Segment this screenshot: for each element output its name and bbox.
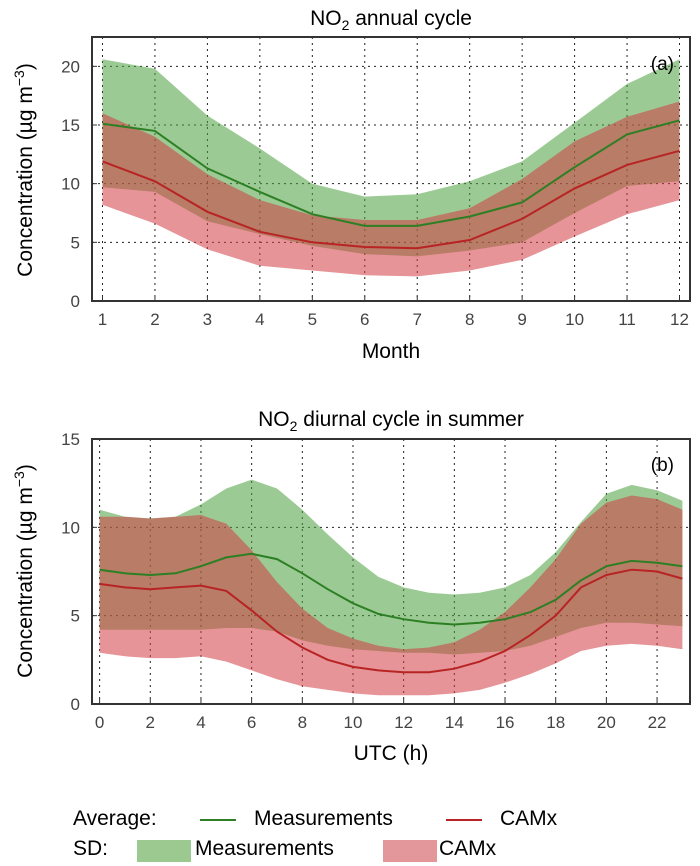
legend-camx-line-label: CAMx: [500, 807, 558, 830]
panel-b-sd-bands: [99, 479, 683, 696]
x-tick-label: 2: [146, 713, 155, 732]
legend-camx-line-key: [446, 819, 482, 821]
panel-a-tag: (a): [651, 54, 674, 75]
panel-b-frame: [91, 438, 691, 705]
x-tick-label: 8: [298, 713, 307, 732]
measurements-average-line: [99, 552, 683, 626]
y-tick-label: 0: [71, 695, 80, 714]
panel-b-ylabel: Concentration (µg m−3): [11, 464, 37, 678]
x-tick-label: 6: [247, 713, 256, 732]
camx-average-line: [99, 568, 683, 674]
panel-b-ticks: 0 2 4 6 8 10 12 14 16 18 20 22 0 5 10 15: [61, 430, 666, 732]
y-tick-label: 0: [71, 292, 80, 311]
legend-camx-patch-key: [383, 840, 437, 862]
camx-sd-band: [99, 495, 683, 696]
y-tick-label: 5: [71, 233, 80, 252]
x-tick-label: 10: [565, 310, 584, 329]
panel-b-tag: (b): [651, 455, 674, 476]
legend-measurements-line-key: [200, 819, 236, 821]
x-tick-label: 4: [255, 310, 264, 329]
x-tick-label: 10: [344, 713, 363, 732]
x-tick-label: 7: [412, 310, 421, 329]
panel-a-title: NO2 annual cycle: [310, 7, 472, 33]
legend-measurements-line-label: Measurements: [254, 807, 393, 830]
legend-camx-patch-label: CAMx: [439, 837, 497, 860]
x-tick-label: 5: [308, 310, 317, 329]
y-tick-label: 15: [61, 116, 80, 135]
x-tick-label: 22: [648, 713, 667, 732]
panel-a-sd-bands: [102, 59, 680, 277]
x-tick-label: 4: [196, 713, 205, 732]
x-tick-label: 2: [150, 310, 159, 329]
x-tick-label: 6: [360, 310, 369, 329]
x-tick-label: 18: [546, 713, 565, 732]
panel-annual-cycle: NO2 annual cycle 1 2 3 4 5 6 7 8 9 10 11 1205101520…: [11, 7, 691, 363]
y-tick-label: 15: [61, 430, 80, 449]
y-tick-label: 10: [61, 175, 80, 194]
legend-measurements-patch-label: Measurements: [195, 837, 334, 860]
legend: Average: Measurements CAMx SD: Measureme…: [0, 800, 700, 866]
x-tick-label: 3: [203, 310, 212, 329]
x-tick-label: 12: [394, 713, 413, 732]
x-tick-label: 14: [445, 713, 464, 732]
measurements-average-line: [102, 119, 680, 227]
x-tick-label: 12: [670, 310, 689, 329]
panel-a-ylabel: Concentration (µg m−3): [11, 63, 37, 277]
panel-a-frame: [91, 36, 691, 302]
x-tick-label: 8: [465, 310, 474, 329]
x-tick-label: 16: [496, 713, 515, 732]
x-tick-label: 9: [517, 310, 526, 329]
panel-b-xlabel: UTC (h): [354, 742, 429, 765]
x-tick-label: 1: [98, 310, 107, 329]
panel-a-average-lines: [102, 119, 680, 250]
legend-average-label: Average:: [73, 807, 157, 830]
y-tick-label: 10: [61, 518, 80, 537]
camx-average-line: [102, 149, 680, 250]
x-tick-label: 11: [618, 310, 636, 329]
legend-average-row: Average: Measurements CAMx: [0, 804, 700, 834]
x-tick-label: 0: [95, 713, 104, 732]
x-tick-label: 20: [597, 713, 616, 732]
legend-measurements-patch-key: [137, 840, 191, 862]
legend-sd-row: SD: Measurements CAMx: [0, 834, 700, 864]
panel-b-title: NO2 diurnal cycle in summer: [258, 408, 524, 434]
panel-diurnal-cycle: NO2 diurnal cycle in summer 0 2 4 6 8 10 12 14 1…: [11, 408, 691, 765]
y-tick-label: 20: [61, 57, 80, 76]
y-tick-label: 5: [71, 607, 80, 626]
panel-a-xlabel: Month: [362, 340, 420, 363]
camx-sd-band: [102, 101, 680, 277]
legend-sd-label: SD:: [73, 837, 109, 860]
panel-b-average-lines: [99, 552, 683, 674]
